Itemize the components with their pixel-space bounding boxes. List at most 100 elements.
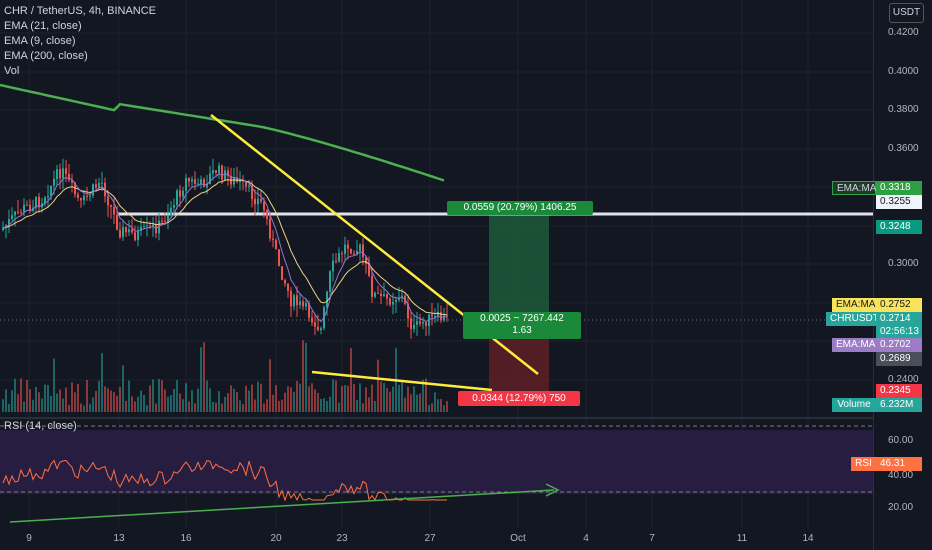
candle-body — [395, 299, 397, 302]
volume-bar — [197, 388, 199, 412]
candle-body — [389, 298, 391, 305]
volume-bar — [116, 395, 118, 412]
indicator-ema21[interactable]: EMA (21, close) — [4, 20, 82, 32]
candle-body — [335, 260, 337, 262]
volume-bar — [11, 390, 13, 412]
candle-body — [83, 195, 85, 201]
rsi-trendline[interactable] — [9, 489, 555, 523]
candle-body — [119, 229, 121, 238]
volume-bar — [104, 386, 106, 412]
candle-body — [359, 244, 361, 251]
volume-bar — [374, 400, 376, 412]
volume-bar — [332, 379, 334, 412]
position-target-label[interactable]: 0.0559 (20.79%) 1406.25 — [447, 201, 593, 215]
rsi-label-tag: RSI — [851, 457, 876, 471]
volume-bar — [50, 395, 52, 412]
candle-body — [377, 292, 379, 294]
volume-bar — [284, 392, 286, 412]
candle-body — [185, 177, 187, 191]
volume-bar — [89, 403, 91, 412]
candle-body — [380, 293, 382, 297]
rsi-legend[interactable]: RSI (14, close) — [4, 420, 77, 432]
rsi-tick: 40.00 — [888, 470, 914, 481]
time-tick: 20 — [270, 533, 282, 544]
candle-body — [80, 197, 82, 201]
volume-bar — [134, 401, 136, 412]
candle-body — [212, 170, 214, 174]
price-tick: 0.4200 — [888, 27, 919, 38]
candle-body — [77, 194, 79, 198]
volume-bar — [83, 405, 85, 412]
candle-body — [203, 179, 205, 188]
last-price-tag: 0.2714 — [876, 312, 922, 326]
volume-bar — [305, 342, 307, 412]
candle-body — [20, 212, 22, 214]
volume-bar — [362, 403, 364, 412]
volume-bar — [320, 398, 322, 412]
candle-body — [149, 225, 151, 227]
candle-body — [233, 177, 235, 185]
volume-bar — [71, 382, 73, 412]
volume-bar — [407, 386, 409, 412]
candle-body — [11, 215, 13, 219]
volume-bar — [431, 403, 433, 412]
rsi-value-tag: 46.31 — [876, 457, 922, 471]
indicator-volume[interactable]: Vol — [4, 65, 20, 77]
volume-bar — [386, 388, 388, 412]
support-trendline[interactable] — [311, 370, 493, 392]
candle-body — [413, 324, 415, 330]
volume-bar — [299, 383, 301, 412]
candle-body — [71, 180, 73, 183]
candle-body — [257, 198, 259, 205]
position-profit-zone[interactable] — [489, 214, 549, 320]
volume-bar — [29, 389, 31, 412]
volume-bar — [302, 340, 304, 412]
volume-label: Volume — [832, 398, 876, 412]
candle-body — [302, 301, 304, 307]
volume-bar — [353, 383, 355, 412]
candle-body — [134, 232, 136, 241]
candle-body — [29, 204, 31, 211]
symbol-title[interactable]: CHR / TetherUS, 4h, BINANCE — [4, 5, 157, 17]
volume-bar — [272, 394, 274, 412]
candle-body — [167, 215, 169, 222]
candle-body — [125, 226, 127, 233]
candle-body — [224, 170, 226, 180]
indicator-ema9[interactable]: EMA (9, close) — [4, 35, 76, 47]
volume-bar — [38, 392, 40, 412]
price-axis[interactable] — [873, 0, 932, 550]
volume-bar — [146, 405, 148, 412]
volume-bar — [416, 394, 418, 412]
position-stop-label[interactable]: 0.0344 (12.79%) 750 — [458, 391, 580, 406]
volume-bar — [434, 392, 436, 412]
indicator-ema200[interactable]: EMA (200, close) — [4, 50, 88, 62]
ema21-line — [2, 179, 448, 316]
candle-body — [62, 168, 64, 179]
volume-bar — [35, 386, 37, 412]
candle-body — [218, 165, 220, 173]
time-tick: 7 — [649, 533, 655, 544]
candle-body — [362, 244, 364, 258]
volume-bar — [188, 401, 190, 412]
candle-body — [227, 170, 229, 176]
candle-body — [431, 314, 433, 317]
currency-button[interactable]: USDT — [889, 3, 924, 23]
candle-body — [56, 169, 58, 180]
candle-body — [305, 303, 307, 307]
candle-body — [368, 263, 370, 276]
volume-bar — [194, 403, 196, 412]
candle-body — [194, 179, 196, 185]
volume-bar — [86, 379, 88, 412]
volume-bar — [101, 353, 103, 412]
volume-bar — [269, 359, 271, 412]
rsi-tick: 20.00 — [888, 502, 914, 513]
candle-body — [236, 177, 238, 183]
position-entry-label[interactable]: 0.0025 ~ 7267.442 1.63 — [463, 312, 581, 339]
time-tick: Oct — [510, 533, 526, 544]
volume-bar — [80, 403, 82, 412]
volume-bar — [323, 398, 325, 412]
volume-bar — [59, 389, 61, 412]
volume-bar — [2, 399, 4, 412]
volume-bar — [92, 397, 94, 412]
